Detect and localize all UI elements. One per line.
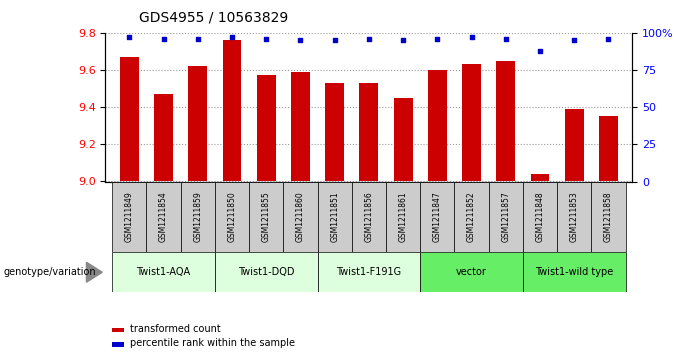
Bar bbox=[523, 252, 626, 292]
Bar bbox=[222, 40, 241, 182]
Bar bbox=[394, 98, 413, 182]
Point bbox=[568, 37, 579, 43]
Text: GSM1211849: GSM1211849 bbox=[125, 192, 134, 242]
Text: genotype/variation: genotype/variation bbox=[3, 267, 96, 277]
Bar bbox=[291, 72, 310, 182]
Text: GSM1211847: GSM1211847 bbox=[433, 192, 442, 242]
Text: GSM1211853: GSM1211853 bbox=[570, 192, 579, 242]
Point bbox=[534, 48, 545, 53]
Point bbox=[192, 36, 203, 41]
Bar bbox=[257, 76, 275, 182]
Bar bbox=[523, 182, 557, 252]
Point bbox=[364, 36, 375, 41]
Point bbox=[158, 36, 169, 41]
Bar bbox=[181, 182, 215, 252]
Text: GSM1211848: GSM1211848 bbox=[536, 192, 545, 242]
Point bbox=[500, 36, 511, 41]
Point bbox=[466, 34, 477, 40]
Text: GSM1211852: GSM1211852 bbox=[467, 192, 476, 242]
Text: GSM1211860: GSM1211860 bbox=[296, 192, 305, 242]
Bar bbox=[318, 182, 352, 252]
Bar bbox=[188, 66, 207, 182]
Bar bbox=[428, 70, 447, 182]
Point bbox=[432, 36, 443, 41]
Text: transformed count: transformed count bbox=[130, 323, 220, 334]
Bar bbox=[112, 182, 146, 252]
Point bbox=[329, 37, 340, 43]
Bar bbox=[154, 94, 173, 182]
Bar bbox=[489, 182, 523, 252]
Bar bbox=[496, 61, 515, 182]
Bar bbox=[360, 83, 378, 182]
Bar bbox=[120, 57, 139, 182]
Text: percentile rank within the sample: percentile rank within the sample bbox=[130, 338, 295, 348]
Text: GSM1211851: GSM1211851 bbox=[330, 192, 339, 242]
Text: GSM1211861: GSM1211861 bbox=[398, 192, 407, 242]
Bar bbox=[454, 182, 489, 252]
Bar bbox=[325, 83, 344, 182]
Point bbox=[226, 34, 237, 40]
Bar bbox=[284, 182, 318, 252]
Text: GSM1211855: GSM1211855 bbox=[262, 192, 271, 242]
Point bbox=[398, 37, 409, 43]
Point bbox=[124, 34, 135, 40]
Text: Twist1-F191G: Twist1-F191G bbox=[337, 267, 401, 277]
Bar bbox=[249, 182, 284, 252]
Point bbox=[295, 37, 306, 43]
Bar bbox=[386, 182, 420, 252]
Bar bbox=[318, 252, 420, 292]
Text: GSM1211850: GSM1211850 bbox=[228, 192, 237, 242]
Text: GSM1211854: GSM1211854 bbox=[159, 192, 168, 242]
Bar bbox=[592, 182, 626, 252]
Bar bbox=[215, 252, 318, 292]
Text: GSM1211859: GSM1211859 bbox=[193, 192, 202, 242]
Bar bbox=[599, 117, 618, 182]
Bar bbox=[420, 252, 523, 292]
Polygon shape bbox=[86, 262, 102, 282]
Point bbox=[261, 36, 272, 41]
Text: vector: vector bbox=[456, 267, 487, 277]
Bar bbox=[462, 64, 481, 182]
Text: Twist1-AQA: Twist1-AQA bbox=[137, 267, 190, 277]
Text: Twist1-wild type: Twist1-wild type bbox=[535, 267, 613, 277]
Point bbox=[603, 36, 614, 41]
Bar bbox=[565, 109, 583, 182]
Bar bbox=[557, 182, 592, 252]
Text: GSM1211858: GSM1211858 bbox=[604, 192, 613, 242]
Bar bbox=[112, 252, 215, 292]
Text: GSM1211856: GSM1211856 bbox=[364, 192, 373, 242]
Bar bbox=[530, 174, 549, 182]
Text: GSM1211857: GSM1211857 bbox=[501, 192, 510, 242]
Text: GDS4955 / 10563829: GDS4955 / 10563829 bbox=[139, 11, 288, 25]
Bar bbox=[215, 182, 249, 252]
Text: Twist1-DQD: Twist1-DQD bbox=[238, 267, 294, 277]
Bar bbox=[352, 182, 386, 252]
Bar bbox=[420, 182, 454, 252]
Bar bbox=[146, 182, 181, 252]
